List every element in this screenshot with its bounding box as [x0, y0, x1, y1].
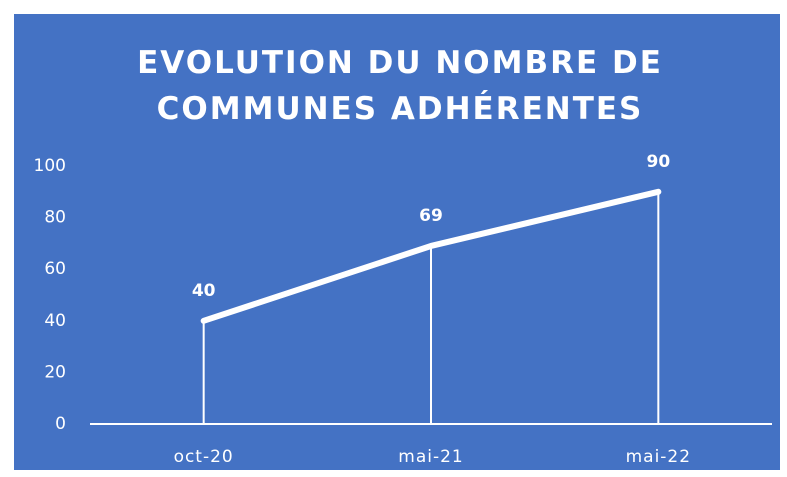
x-tick-label: mai-22	[626, 447, 691, 467]
y-tick-label: 0	[55, 414, 66, 434]
chart-background	[14, 14, 780, 470]
y-tick-label: 60	[44, 259, 66, 279]
data-label: 40	[192, 281, 216, 301]
data-line	[200, 188, 662, 324]
y-tick-label: 80	[44, 208, 66, 228]
data-label: 69	[419, 206, 443, 226]
y-tick-label: 20	[44, 362, 66, 382]
x-tick-label: oct-20	[174, 447, 234, 467]
x-tick-label: mai-21	[398, 447, 463, 467]
chart-title: EVOLUTION DU NOMBRE DE COMMUNES ADHÉRENT…	[137, 45, 663, 127]
data-label: 90	[646, 152, 670, 172]
y-tick-label: 100	[34, 156, 66, 176]
y-tick-label: 40	[44, 311, 66, 331]
